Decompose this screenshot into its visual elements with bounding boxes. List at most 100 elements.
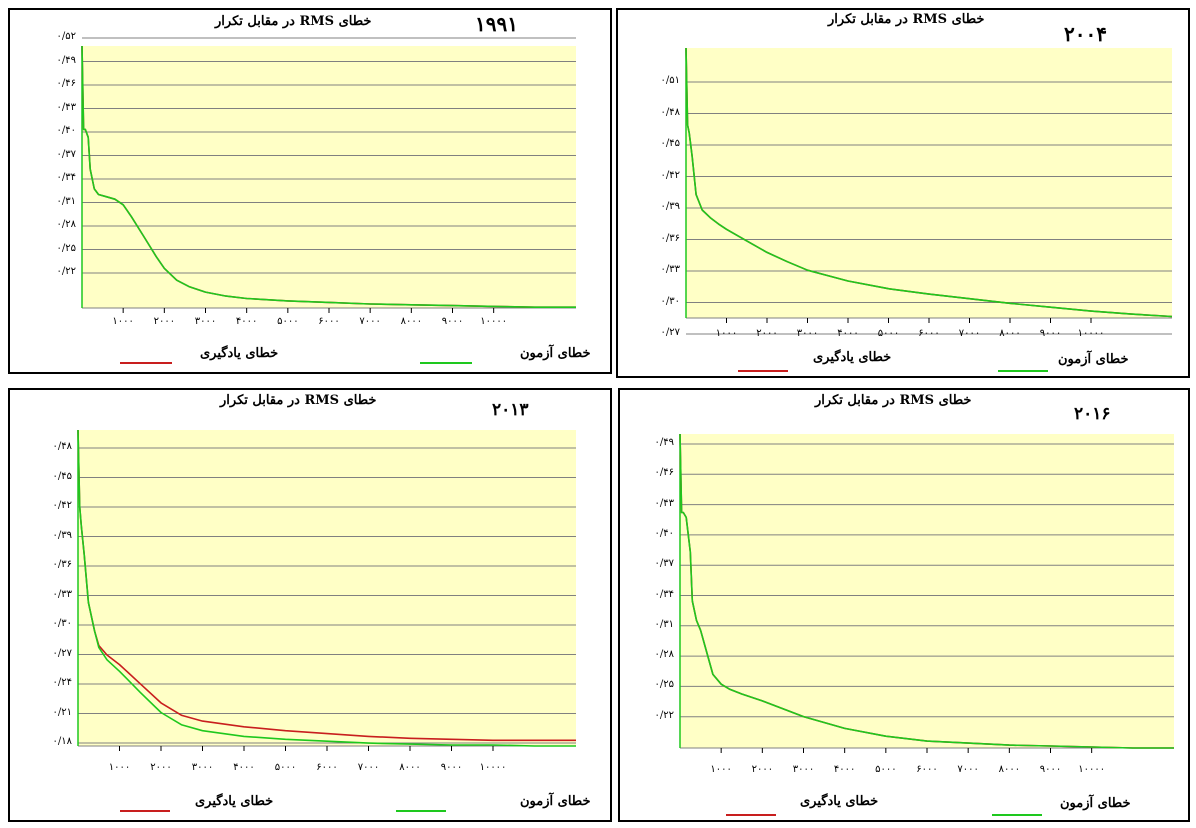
y-tick-label: ۰/۲۲ xyxy=(56,266,76,277)
x-tick-label: ۵۰۰۰ xyxy=(877,328,900,339)
chart-year: ۲۰۱۶ xyxy=(1074,404,1111,424)
y-tick-label: ۰/۴۰ xyxy=(654,527,674,539)
legend-test-label: خطای آزمون xyxy=(1060,796,1131,811)
y-tick-label: ۰/۲۴ xyxy=(52,677,72,688)
series-line-test xyxy=(81,45,576,309)
y-tick-label: ۰/۴۳ xyxy=(654,497,674,509)
y-tick-label: ۰/۳۰ xyxy=(660,295,680,307)
x-tick-label: ۷۰۰۰ xyxy=(957,764,979,775)
x-tick-label: ۹۰۰۰ xyxy=(1039,328,1062,339)
series-line-test xyxy=(77,429,576,747)
x-tick-label: ۹۰۰۰ xyxy=(440,762,463,773)
x-tick-label: ۳۰۰۰ xyxy=(191,762,214,773)
y-tick-label: ۰/۴۵ xyxy=(52,470,72,482)
y-tick-label: ۰/۱۸ xyxy=(52,736,72,747)
y-tick-label: ۰/۳۴ xyxy=(56,172,76,183)
series-line-test xyxy=(679,433,1174,749)
legend-test-line xyxy=(998,370,1048,372)
x-tick-label: ۱۰۰۰۰ xyxy=(1078,764,1106,775)
x-tick-label: ۷۰۰۰ xyxy=(357,762,380,773)
chart-title: خطای RMS در مقابل تکرار xyxy=(220,393,377,408)
x-tick-label: ۱۰۰۰ xyxy=(710,764,732,775)
x-tick-label: ۱۰۰۰۰ xyxy=(480,316,508,327)
x-tick-label: ۲۰۰۰ xyxy=(756,328,778,339)
x-tick-label: ۹۰۰۰ xyxy=(441,316,464,327)
y-tick-label: ۰/۴۸ xyxy=(660,106,680,118)
chart-plot-1991 xyxy=(81,37,576,313)
legend-train-line xyxy=(120,810,170,812)
chart-title: خطای RMS در مقابل تکرار xyxy=(215,14,372,29)
x-tick-label: ۳۰۰۰ xyxy=(194,316,217,327)
x-tick-label: ۷۰۰۰ xyxy=(359,316,381,327)
y-tick-label: ۰/۳۶ xyxy=(660,232,680,244)
x-tick-label: ۶۰۰۰ xyxy=(916,764,938,775)
y-tick-label: ۰/۴۶ xyxy=(56,78,76,89)
x-tick-label: ۶۰۰۰ xyxy=(918,328,940,339)
x-tick-label: ۴۰۰۰ xyxy=(837,328,859,339)
chart-title: خطای RMS در مقابل تکرار xyxy=(828,12,985,27)
plot-background xyxy=(82,46,576,308)
chart-panel-2016: خطای RMS در مقابل تکرار ۲۰۱۶ خطای آزمون … xyxy=(618,388,1190,822)
x-tick-label: ۲۰۰۰ xyxy=(150,762,172,773)
y-tick-label: ۰/۳۱ xyxy=(56,195,76,207)
y-tick-label: ۰/۴۶ xyxy=(654,467,674,479)
legend-test-label: خطای آزمون xyxy=(520,794,591,809)
legend-test-line xyxy=(420,362,472,364)
x-tick-label: ۵۰۰۰ xyxy=(274,762,297,773)
x-tick-label: ۸۰۰۰ xyxy=(999,328,1021,339)
x-tick-label: ۲۰۰۰ xyxy=(153,316,176,327)
y-tick-label: ۰/۲۵ xyxy=(56,242,76,254)
chart-plot-2013 xyxy=(77,429,576,751)
y-tick-label: ۰/۲۲ xyxy=(654,709,674,721)
y-tick-label: ۰/۲۸ xyxy=(654,649,674,661)
x-tick-label: ۶۰۰۰ xyxy=(318,316,340,327)
y-tick-label: ۰/۳۰ xyxy=(52,618,72,629)
y-tick-label: ۰/۲۵ xyxy=(654,679,674,691)
legend-train-label: خطای یادگیری xyxy=(195,794,274,809)
chart-plot-2016 xyxy=(679,433,1174,753)
x-tick-label: ۸۰۰۰ xyxy=(399,762,421,773)
y-tick-label: ۰/۴۹ xyxy=(56,54,76,66)
y-tick-label: ۰/۲۷ xyxy=(52,647,72,659)
legend-train-label: خطای یادگیری xyxy=(200,346,279,361)
x-tick-label: ۷۰۰۰ xyxy=(958,328,981,339)
plot-background xyxy=(680,434,1174,748)
legend-test-line xyxy=(396,810,446,812)
y-tick-label: ۰/۴۸ xyxy=(52,441,72,452)
x-tick-label: ۶۰۰۰ xyxy=(316,762,338,773)
chart-year: ۲۰۱۳ xyxy=(492,400,529,420)
chart-year: ۱۹۹۱ xyxy=(475,12,518,36)
y-tick-label: ۰/۳۱ xyxy=(654,618,674,630)
x-tick-label: ۱۰۰۰۰ xyxy=(1077,328,1105,339)
x-tick-label: ۱۰۰۰ xyxy=(108,762,131,773)
chart-title: خطای RMS در مقابل تکرار xyxy=(815,393,972,408)
x-tick-label: ۱۰۰۰ xyxy=(112,316,134,327)
y-tick-label: ۰/۲۱ xyxy=(52,706,72,718)
y-tick-label: ۰/۳۴ xyxy=(654,588,674,600)
x-tick-label: ۸۰۰۰ xyxy=(400,316,423,327)
x-tick-label: ۱۰۰۰ xyxy=(715,328,738,339)
chart-panel-1991: خطای RMS در مقابل تکرار ۱۹۹۱ خطای آزمون … xyxy=(8,8,612,374)
chart-panel-2004: خطای RMS در مقابل تکرار ۲۰۰۴ خطای آزمون … xyxy=(616,8,1190,378)
legend-train-label: خطای یادگیری xyxy=(813,350,892,365)
legend-test-label: خطای آزمون xyxy=(1058,352,1129,367)
x-tick-label: ۴۰۰۰ xyxy=(233,762,255,773)
y-tick-label: ۰/۳۶ xyxy=(52,559,72,570)
y-tick-label: ۰/۵۱ xyxy=(660,75,680,86)
x-tick-label: ۵۰۰۰ xyxy=(875,764,897,775)
y-tick-label: ۰/۲۷ xyxy=(660,327,680,338)
legend-test-label: خطای آزمون xyxy=(520,346,591,361)
x-tick-label: ۱۰۰۰۰ xyxy=(479,762,507,773)
y-tick-label: ۰/۴۰ xyxy=(56,125,76,136)
legend-train-line xyxy=(738,370,788,372)
chart-year: ۲۰۰۴ xyxy=(1064,22,1107,46)
legend-test-line xyxy=(992,814,1042,816)
y-tick-label: ۰/۳۹ xyxy=(52,529,72,541)
y-tick-label: ۰/۲۸ xyxy=(56,219,76,230)
series-line-test xyxy=(685,47,1173,318)
y-tick-label: ۰/۴۹ xyxy=(654,437,674,448)
legend-train-label: خطای یادگیری xyxy=(800,794,879,809)
x-tick-label: ۸۰۰۰ xyxy=(998,764,1021,775)
y-tick-label: ۰/۴۵ xyxy=(660,138,680,149)
y-tick-label: ۰/۳۳ xyxy=(52,588,72,600)
